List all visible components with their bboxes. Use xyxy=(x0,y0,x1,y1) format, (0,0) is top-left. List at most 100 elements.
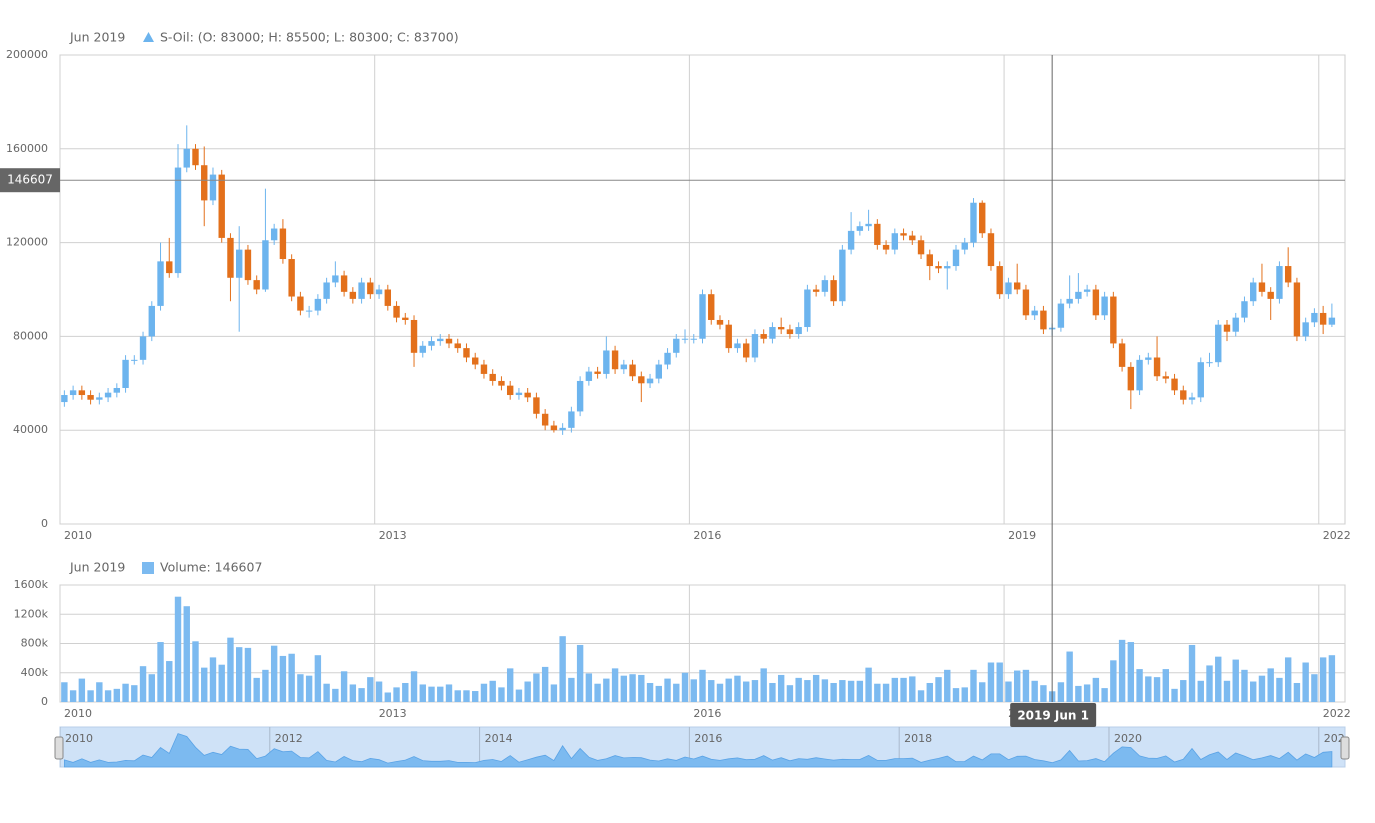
candle-body xyxy=(568,411,575,428)
candle-body xyxy=(725,324,732,349)
volume-bar xyxy=(1162,669,1169,702)
candle-body xyxy=(253,280,260,290)
candle-body xyxy=(987,233,995,267)
y-tick-label: 400k xyxy=(21,666,49,679)
x-tick-label: 2010 xyxy=(64,707,92,720)
candle-body xyxy=(419,345,426,353)
y-tick-label: 40000 xyxy=(13,423,48,436)
candle-body xyxy=(891,233,899,250)
x-tick-label: 2022 xyxy=(1323,707,1351,720)
volume-bar xyxy=(122,683,129,702)
candle-body xyxy=(734,343,741,349)
volume-bar xyxy=(1110,660,1117,702)
candle-body xyxy=(1258,282,1266,292)
candle-body xyxy=(69,390,77,396)
navigator-handle[interactable] xyxy=(1340,736,1350,760)
y-tick-label: 160000 xyxy=(6,142,48,155)
volume-bar xyxy=(472,691,479,702)
candle-body xyxy=(1127,366,1135,391)
volume-bar xyxy=(743,681,750,702)
candle-body xyxy=(1162,376,1169,379)
legend-icon xyxy=(143,32,154,42)
candle-body xyxy=(489,373,496,381)
candle-body xyxy=(445,338,453,344)
volume-bar xyxy=(533,673,540,702)
candle-body xyxy=(655,364,662,379)
candle-body xyxy=(454,343,461,349)
candle-body xyxy=(594,371,601,374)
candle-body xyxy=(1267,291,1274,299)
volume-bar xyxy=(1250,681,1257,702)
candle-body xyxy=(104,392,112,398)
candle-body xyxy=(524,392,531,398)
volume-bar xyxy=(1258,675,1266,702)
volume-bar xyxy=(1066,651,1073,702)
volume-bar xyxy=(629,674,636,702)
volume-bar xyxy=(279,655,287,702)
candle-body xyxy=(1215,324,1222,363)
volume-bar xyxy=(795,677,802,702)
volume-bar xyxy=(839,680,846,702)
candle-body xyxy=(209,174,217,201)
volume-bar xyxy=(725,678,732,702)
plot-layer: 0 40000 80000 120000 160000 200000 2010 2013 201… xyxy=(0,48,1351,768)
volume-bar xyxy=(856,680,864,702)
candle-body xyxy=(367,282,374,295)
candle-body xyxy=(603,350,610,374)
candle-body xyxy=(262,240,269,290)
volume-bar xyxy=(358,688,365,702)
candle-body xyxy=(944,266,951,269)
candle-body xyxy=(638,376,645,384)
candle-body xyxy=(305,310,313,312)
navigator-tick-label: 2016 xyxy=(694,732,722,745)
volume-bar xyxy=(183,606,190,702)
volume-bar xyxy=(646,682,654,702)
volume-bar xyxy=(996,662,1003,702)
candle-body xyxy=(629,364,636,377)
y-tick-label: 80000 xyxy=(13,329,48,342)
volume-bar xyxy=(1031,680,1038,702)
volume-bar xyxy=(393,687,400,702)
volume-bar xyxy=(690,679,697,702)
candle-body xyxy=(174,167,182,274)
volume-bar xyxy=(323,683,330,702)
volume-bar xyxy=(944,669,951,702)
candle-body xyxy=(664,352,671,365)
volume-bar xyxy=(891,677,899,702)
volume-bar xyxy=(786,685,794,702)
volume-bar xyxy=(1223,680,1231,702)
x-tick-label: 2022 xyxy=(1323,529,1351,542)
volume-bar xyxy=(585,673,593,702)
candle-body xyxy=(78,390,86,396)
volume-bar xyxy=(402,682,409,702)
volume-bar xyxy=(515,689,523,702)
volume-bar xyxy=(655,685,662,702)
volume-bar xyxy=(332,688,339,702)
volume-bar xyxy=(506,668,514,702)
candle-body xyxy=(952,249,960,267)
volume-bar xyxy=(270,645,278,702)
volume-bar xyxy=(1284,657,1292,702)
volume-bar xyxy=(917,690,925,702)
volume-bar xyxy=(1232,659,1239,702)
volume-bar xyxy=(61,682,68,702)
candle-body xyxy=(909,235,916,241)
volume-bar xyxy=(305,675,313,702)
volume-bar xyxy=(1040,685,1047,702)
candle-body xyxy=(620,364,628,370)
candle-body xyxy=(786,329,794,335)
crosshair-label-box xyxy=(1010,703,1097,727)
candle-body xyxy=(87,395,94,400)
candle-body xyxy=(463,348,470,358)
volume-bar xyxy=(1153,677,1161,702)
volume-bar xyxy=(463,690,470,702)
volume-bar xyxy=(900,677,907,702)
candle-body xyxy=(996,266,1003,295)
candle-body xyxy=(699,294,706,339)
volume-bar xyxy=(1101,688,1108,702)
candle-body xyxy=(375,289,383,295)
volume-bar xyxy=(847,680,855,702)
navigator-handle[interactable] xyxy=(54,736,64,760)
volume-bar xyxy=(113,688,121,702)
